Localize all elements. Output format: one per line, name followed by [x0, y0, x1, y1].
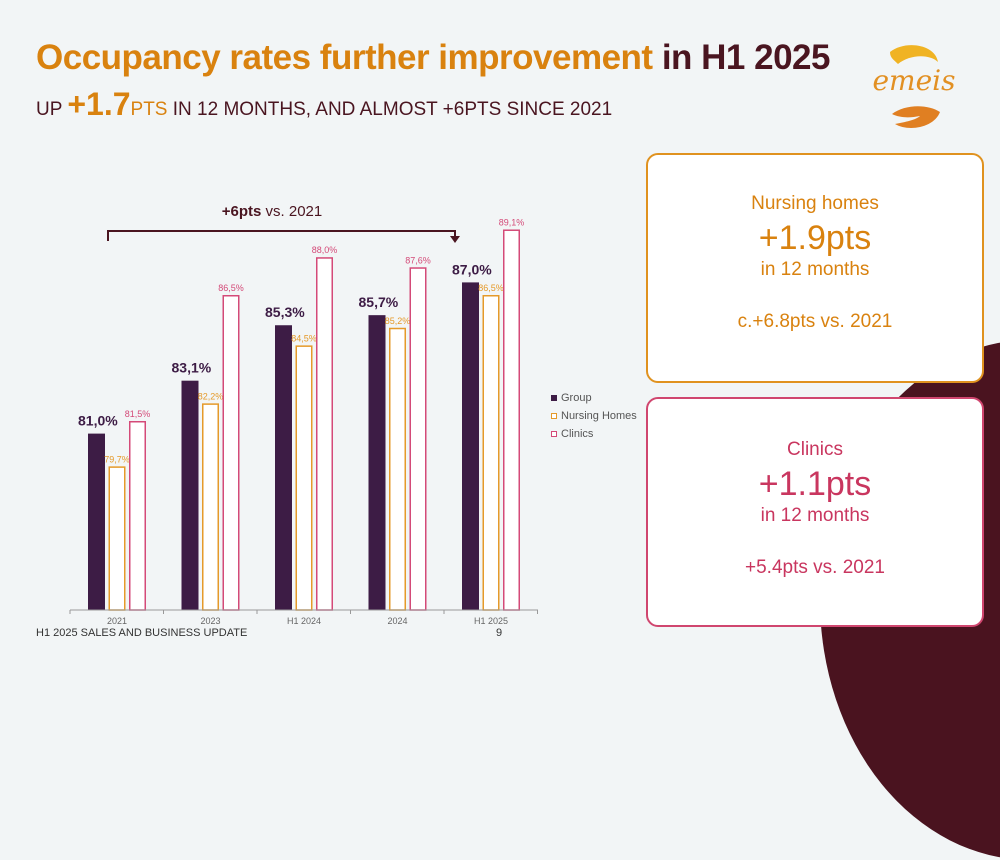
subtitle-post: IN 12 MONTHS, AND ALMOST +6PTS SINCE 202…	[172, 99, 613, 120]
clinics-since-2021: +5.4pts vs. 2021	[745, 557, 885, 578]
data-label-group-h1-2024: 85,3%	[265, 304, 305, 320]
bar-group-2024	[368, 315, 386, 610]
x-tick-label-h1-2024: H1 2024	[287, 616, 321, 626]
bar-clinics-h1-2024	[316, 257, 333, 611]
annotation-bracket	[107, 230, 456, 241]
page-subtitle: UP +1.7PTS IN 12 MONTHS, AND ALMOST +6PT…	[36, 86, 612, 123]
nursing-homes-value: +1.9pts	[758, 219, 872, 257]
x-tick-label-2024: 2024	[387, 616, 407, 626]
data-label-nursing-homes-2023: 82,2%	[198, 391, 224, 401]
bar-group-h1-2024	[275, 325, 292, 610]
nursing-homes-period: in 12 months	[760, 259, 870, 280]
legend-item-nursing-homes: Nursing Homes	[551, 407, 637, 425]
clinics-card: Clinics +1.1pts in 12 months +5.4pts vs.…	[646, 397, 984, 627]
bar-nursing-homes-h1-2025	[482, 295, 500, 611]
bar-clinics-2023	[222, 295, 240, 611]
chart-bars: 81,0% 79,7% 81,5% 83,1% 82,2% 86,5% 85,3% 84,5%…	[78, 217, 525, 611]
subtitle-unit: PTS	[130, 99, 168, 120]
clinics-value: +1.1pts	[758, 465, 872, 503]
page-title: Occupancy rates further improvement in H…	[36, 38, 830, 78]
bar-clinics-2024	[409, 267, 427, 611]
data-label-nursing-homes-h1-2025: 86,5%	[478, 283, 504, 293]
data-label-clinics-h1-2025: 89,1%	[499, 217, 525, 227]
annotation-bold: +6pts	[222, 203, 262, 220]
legend-item-group: Group	[551, 389, 637, 407]
bar-group-2021	[88, 433, 105, 610]
nursing-homes-segment: Nursing homes	[751, 193, 879, 214]
data-label-nursing-homes-h1-2024: 84,5%	[291, 333, 317, 343]
nursing-homes-card: Nursing homes +1.9pts in 12 months c.+6.…	[646, 153, 984, 383]
emeis-logo: emeis	[850, 40, 980, 140]
hands-logo-icon: emeis	[872, 45, 956, 128]
nursing-homes-since-2021: c.+6.8pts vs. 2021	[737, 311, 893, 332]
occupancy-bar-chart: 81,0% 79,7% 81,5% 83,1% 82,2% 86,5% 85,3% 84,5%…	[69, 203, 538, 626]
x-tick-label-h1-2025: H1 2025	[474, 616, 508, 626]
footer-text: H1 2025 SALES AND BUSINESS UPDATE	[36, 627, 248, 639]
bar-nursing-homes-h1-2024	[295, 345, 313, 611]
title-tail: in H1 2025	[661, 38, 831, 77]
data-label-group-2021: 81,0%	[78, 413, 118, 429]
legend-swatch-nursing-homes	[551, 413, 557, 419]
legend-label-nursing-homes: Nursing Homes	[561, 410, 637, 422]
bar-nursing-homes-2024	[389, 327, 406, 611]
legend-swatch-group	[551, 395, 557, 401]
bar-group-h1-2025	[462, 282, 479, 610]
chart-legend: Group Nursing Homes Clinics	[551, 389, 637, 443]
title-main: Occupancy rates further improvement	[36, 38, 653, 77]
chart-x-axis: 2021 2023 H1 2024 2024 H1 2025	[69, 609, 538, 626]
bar-clinics-2021	[129, 421, 146, 611]
data-label-group-h1-2025: 87,0%	[452, 261, 492, 277]
bar-group-2023	[181, 380, 199, 610]
subtitle-pre: UP	[36, 99, 63, 120]
data-label-clinics-2024: 87,6%	[405, 255, 431, 265]
subtitle-value: +1.7	[67, 86, 131, 122]
data-label-nursing-homes-2024: 85,2%	[385, 316, 411, 326]
data-label-clinics-h1-2024: 88,0%	[312, 245, 338, 255]
data-label-nursing-homes-2021: 79,7%	[104, 454, 130, 464]
logo-text: emeis	[872, 64, 955, 97]
legend-label-clinics: Clinics	[561, 428, 594, 440]
clinics-segment: Clinics	[787, 439, 843, 460]
chart-annotation: +6pts vs. 2021	[107, 203, 460, 243]
x-tick-label-2023: 2023	[200, 616, 220, 626]
data-label-clinics-2023: 86,5%	[218, 283, 244, 293]
legend-item-clinics: Clinics	[551, 425, 637, 443]
data-label-group-2024: 85,7%	[359, 294, 399, 310]
annotation-arrow-icon	[450, 236, 460, 243]
page-number: 9	[496, 627, 503, 639]
x-tick-label-2021: 2021	[107, 616, 127, 626]
bar-nursing-homes-2023	[202, 403, 219, 611]
data-label-group-2023: 83,1%	[172, 360, 212, 376]
clinics-period: in 12 months	[760, 505, 870, 526]
bar-clinics-h1-2025	[503, 229, 520, 611]
annotation-label: +6pts vs. 2021	[222, 203, 322, 220]
data-label-clinics-2021: 81,5%	[125, 409, 151, 419]
annotation-rest: vs. 2021	[261, 203, 322, 220]
legend-swatch-clinics	[551, 431, 557, 437]
legend-label-group: Group	[561, 392, 592, 404]
bar-nursing-homes-2021	[108, 466, 126, 611]
